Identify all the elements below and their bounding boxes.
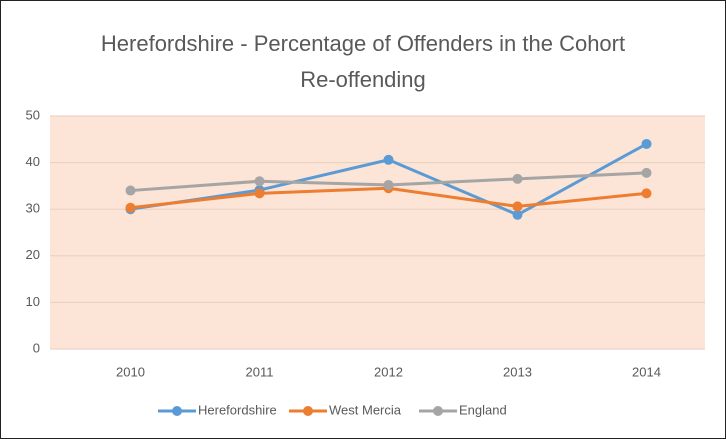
- plot-area: [50, 116, 705, 349]
- point: [125, 185, 136, 196]
- point: [254, 188, 265, 199]
- point: [641, 167, 652, 178]
- y-tick-label: 50: [26, 107, 40, 122]
- y-tick-label: 40: [26, 154, 40, 169]
- x-tick-label: 2010: [116, 364, 145, 379]
- y-tick-label: 10: [26, 294, 40, 309]
- y-tick-label: 20: [26, 247, 40, 262]
- legend-label: West Mercia: [329, 402, 402, 417]
- point: [641, 138, 652, 149]
- y-tick-label: 0: [33, 340, 40, 355]
- x-tick-label: 2012: [374, 364, 403, 379]
- x-tick-label: 2013: [503, 364, 532, 379]
- x-tick-label: 2011: [246, 364, 274, 379]
- point: [641, 188, 652, 199]
- point: [512, 201, 523, 212]
- legend-marker: [433, 406, 443, 416]
- point: [383, 179, 394, 190]
- legend-label: England: [459, 402, 507, 417]
- legend-marker: [303, 406, 313, 416]
- y-tick-label: 30: [26, 201, 40, 216]
- point: [512, 209, 523, 220]
- point: [383, 154, 394, 165]
- chart-title: Herefordshire - Percentage of Offenders …: [100, 31, 626, 92]
- legend-label: Herefordshire: [198, 402, 277, 417]
- legend-marker: [172, 406, 182, 416]
- x-tick-label: 2014: [632, 364, 661, 379]
- point: [125, 202, 136, 213]
- point: [512, 173, 523, 184]
- point: [254, 176, 265, 187]
